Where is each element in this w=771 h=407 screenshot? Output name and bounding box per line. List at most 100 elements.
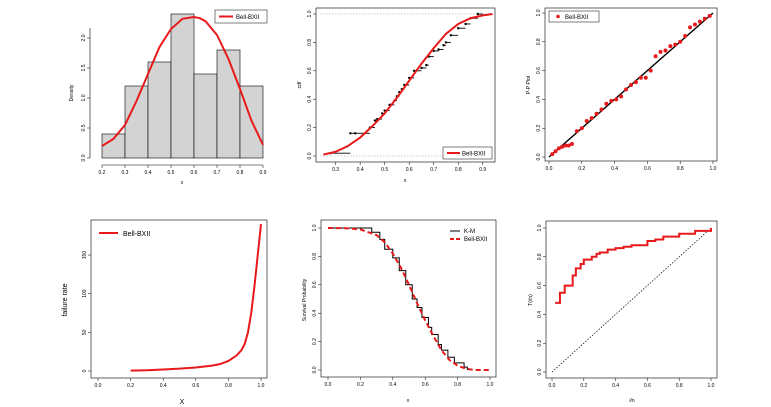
pp-point [629,83,633,87]
y-tick-label: 0.4 [312,310,318,317]
pp-point [678,39,683,44]
y-tick-label: 0.8 [307,39,313,46]
panel-survival: 0.0 0.2 0.4 0.6 0.8 1.0 0.00.20.40.60.81.0 x … [302,219,497,404]
x-tick-label: 0.7 [430,167,437,173]
y-tick-label: 1.0 [536,9,542,16]
y-tick-label: 0.0 [307,152,313,159]
pp-point [563,143,568,148]
y-tick-label: 0.0 [537,368,543,375]
ecdf-point [464,22,467,26]
y-tick-label: 0.5 [81,124,87,131]
legend-label: Bell-BXII [565,15,589,21]
ecdf-point [444,41,448,44]
y-tick-label: 0.8 [536,38,542,45]
fitted-density-curve [101,15,264,147]
legend: K-M Bell-BXII [450,229,488,243]
y-tick-label: 150 [82,251,88,260]
x-tick-label: 0.4 [145,170,152,176]
diagonal-reference-line [551,227,712,373]
x-tick-label: 1.0 [487,382,494,388]
x-axis-label: x [181,180,184,186]
x-axis-label: x [404,178,407,184]
panel-ttt: 0.0 0.2 0.4 0.6 0.8 1.0 0.0 0.2 0.4 0.6 0.8 1.0 i/… [528,220,718,404]
pp-point [648,68,653,73]
x-tick-label: 0.5 [381,167,388,173]
x-tick-label: 0.7 [214,170,221,176]
y-tick-label: 0.8 [312,253,318,260]
y-tick-label: 100 [82,289,88,298]
pp-point [550,152,555,157]
x-tick-label: 0.6 [644,383,651,389]
x-tick-label: 0.2 [127,383,134,389]
x-tick-label: 0.8 [677,166,684,172]
pp-point [569,142,574,147]
legend: Bell-BXII [442,146,493,160]
x-tick-labels: 0.0 0.2 0.4 0.6 0.8 1.0 [546,161,717,172]
y-tick-labels: 0.0 0.2 0.4 0.6 0.8 1.0 [537,224,546,375]
y-tick-label: 1.0 [307,10,313,17]
histogram-bar [193,73,218,159]
x-tick-label: 0.9 [479,167,486,173]
pp-point [619,94,624,99]
x-tick-label: 0.6 [406,167,413,173]
ecdf-point [449,34,453,37]
x-tick-label: 0.0 [546,166,553,172]
pp-point [604,101,609,106]
pp-point [624,87,629,92]
x-tick-labels: 0.2 0.3 0.4 0.5 0.6 0.7 0.8 0.9 [99,165,267,176]
y-tick-label: 0 [82,369,88,372]
fitted-cdf-curve [323,13,493,156]
y-axis-label: Density [69,84,75,101]
pp-point [579,126,584,131]
legend: Bell-BXII [99,231,150,238]
pp-point [683,34,688,39]
x-tick-label: 0.2 [99,170,106,176]
legend-label: Bell-BXII [236,15,260,21]
pp-point [566,143,571,148]
legend-marker [556,14,560,19]
y-tick-label: 0.6 [537,282,543,289]
failure-rate-curve [130,224,262,372]
panel-histogram: 0.2 0.3 0.4 0.5 0.6 0.7 0.8 0.9 0.0 0.5 1.0 1.5 2.0… [69,9,268,186]
x-tick-labels: 0.3 0.4 0.5 0.6 0.7 0.8 0.9 [332,162,486,173]
plot-frame [320,219,497,378]
ecdf-point [476,12,480,16]
pp-point [560,144,565,149]
pp-point [643,75,648,80]
pp-point [673,42,678,47]
y-tick-label: 0.0 [536,153,542,160]
fitted-survival-curve [327,227,490,371]
x-tick-label: 0.4 [612,383,619,389]
x-axis-label: i/n [629,398,635,404]
y-tick-label: 0.0 [312,366,318,373]
panel-pp-plot: 0.0 0.2 0.4 0.6 0.8 1.0 0.0 0.2 0.4 0.6 0.8 1.0 P-… [526,7,718,172]
ttt-curve [555,228,712,304]
x-tick-label: 0.2 [580,383,587,389]
x-tick-label: 0.6 [192,383,199,389]
pp-point [692,22,697,27]
x-tick-label: 0.0 [325,382,332,388]
pp-point [594,111,599,116]
legend: Bell-BXII [214,9,268,24]
x-tick-label: 0.5 [168,170,175,176]
y-tick-labels: 0.0 0.2 0.4 0.6 0.8 1.0 [307,10,316,159]
pp-point [556,146,561,151]
ecdf-point [354,132,357,135]
y-tick-label: 0.2 [312,338,318,345]
pp-point [609,98,614,103]
y-tick-label: 0.0 [81,154,87,161]
y-tick-labels: 0 50 100 150 [82,251,91,372]
legend-label: Bell-BXII [462,152,486,158]
ecdf-point [420,66,423,70]
legend: Bell-BXII [548,10,600,23]
y-tick-label: 2.0 [81,34,87,41]
legend-label: Bell-BXII [123,231,150,238]
pp-point [668,44,673,49]
plot-frame [544,7,718,162]
x-tick-label: 0.9 [260,170,267,176]
x-tick-label: 0.4 [611,166,618,172]
y-tick-label: 1.0 [312,224,318,231]
x-tick-label: 0.2 [357,382,364,388]
legend-label-km: K-M [464,229,475,235]
